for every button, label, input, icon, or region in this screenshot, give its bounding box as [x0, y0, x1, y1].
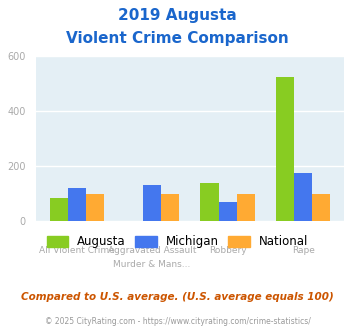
Bar — [50, 198, 68, 221]
Text: Rape: Rape — [292, 246, 315, 255]
Text: Compared to U.S. average. (U.S. average equals 100): Compared to U.S. average. (U.S. average … — [21, 292, 334, 302]
Bar — [161, 194, 179, 221]
Bar — [86, 194, 104, 221]
Bar — [143, 185, 161, 221]
Bar — [219, 202, 237, 221]
Text: Murder & Mans...: Murder & Mans... — [114, 260, 191, 269]
Text: Aggravated Assault: Aggravated Assault — [108, 246, 196, 255]
Text: Robbery: Robbery — [209, 246, 246, 255]
Bar — [68, 188, 86, 221]
Legend: Augusta, Michigan, National: Augusta, Michigan, National — [42, 231, 313, 253]
Bar — [312, 194, 330, 221]
Bar — [201, 182, 219, 221]
Text: Violent Crime Comparison: Violent Crime Comparison — [66, 31, 289, 46]
Bar — [276, 77, 294, 221]
Text: All Violent Crime: All Violent Crime — [39, 246, 115, 255]
Text: © 2025 CityRating.com - https://www.cityrating.com/crime-statistics/: © 2025 CityRating.com - https://www.city… — [45, 317, 310, 326]
Bar — [294, 173, 312, 221]
Text: 2019 Augusta: 2019 Augusta — [118, 8, 237, 23]
Bar — [237, 194, 255, 221]
